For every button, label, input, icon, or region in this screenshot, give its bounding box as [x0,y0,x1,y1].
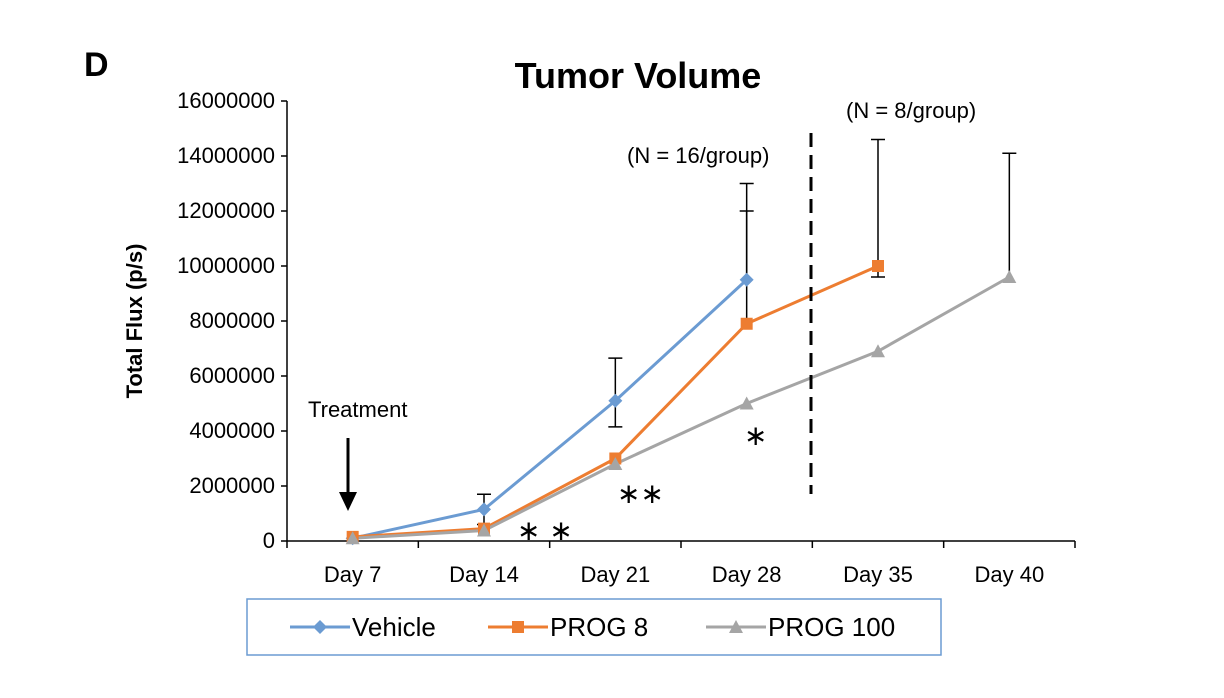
y-tick-label: 12000000 [177,198,275,223]
n8-label: (N = 8/group) [846,98,976,123]
y-tick-label: 2000000 [189,473,275,498]
data-point-triangle [871,344,885,358]
x-tick-label: Day 35 [843,562,913,587]
data-point-triangle [739,396,754,410]
legend-item-vehicle: Vehicle [290,612,436,642]
y-tick-label: 0 [263,528,275,553]
legend-item-prog100: PROG 100 [706,612,895,642]
significance-day28: ∗ [744,419,767,452]
data-point-square [872,260,884,272]
axes [281,100,1076,548]
x-tick-labels: Day 7 Day 14 Day 21 Day 28 Day 35 Day 40 [324,562,1044,587]
x-tick-label: Day 28 [712,562,782,587]
y-tick-label: 8000000 [189,308,275,333]
y-tick-label: 4000000 [189,418,275,443]
legend-box [246,598,942,656]
data-point-diamond [739,272,754,287]
legend-label-vehicle: Vehicle [352,612,436,642]
series-lines [352,264,1011,540]
series-markers [345,260,1017,546]
series-line-2 [352,275,1011,540]
data-point-diamond [608,393,623,408]
panel-label: D [84,46,109,84]
data-point-diamond [477,502,491,517]
x-tick-label: Day 40 [974,562,1044,587]
data-point-triangle [477,523,491,537]
square-marker-icon [512,621,524,633]
data-point-triangle [345,531,360,545]
x-tick-label: Day 14 [449,562,519,587]
error-bars [477,138,1017,526]
n16-label: (N = 16/group) [627,143,769,168]
legend-label-prog100: PROG 100 [768,612,895,642]
y-tick-label: 6000000 [189,363,275,388]
triangle-marker-icon [729,620,743,633]
y-tick-labels: 0 2000000 4000000 6000000 8000000 10000000 120… [177,88,275,553]
y-axis-label: Total Flux (p/s) [122,244,147,399]
legend: Vehicle PROG 8 PROG 100 [246,598,942,656]
significance-day21: ∗∗ [617,477,664,510]
x-tick-label: Day 21 [580,562,650,587]
data-point-triangle [608,457,623,470]
chart-title: Tumor Volume [515,55,762,96]
y-tick-label: 16000000 [177,88,275,113]
significance-day14: ∗ ∗ [517,514,573,547]
y-tick-label: 14000000 [177,143,275,168]
treatment-arrow [339,438,357,511]
legend-item-prog8: PROG 8 [488,612,648,642]
x-tick-label: Day 7 [324,562,381,587]
data-point-triangle [1002,270,1017,283]
treatment-label: Treatment [308,397,407,422]
y-tick-label: 10000000 [177,253,275,278]
legend-label-prog8: PROG 8 [550,612,648,642]
series-line-0 [352,278,748,540]
data-point-square [740,317,753,330]
diamond-marker-icon [313,620,327,634]
